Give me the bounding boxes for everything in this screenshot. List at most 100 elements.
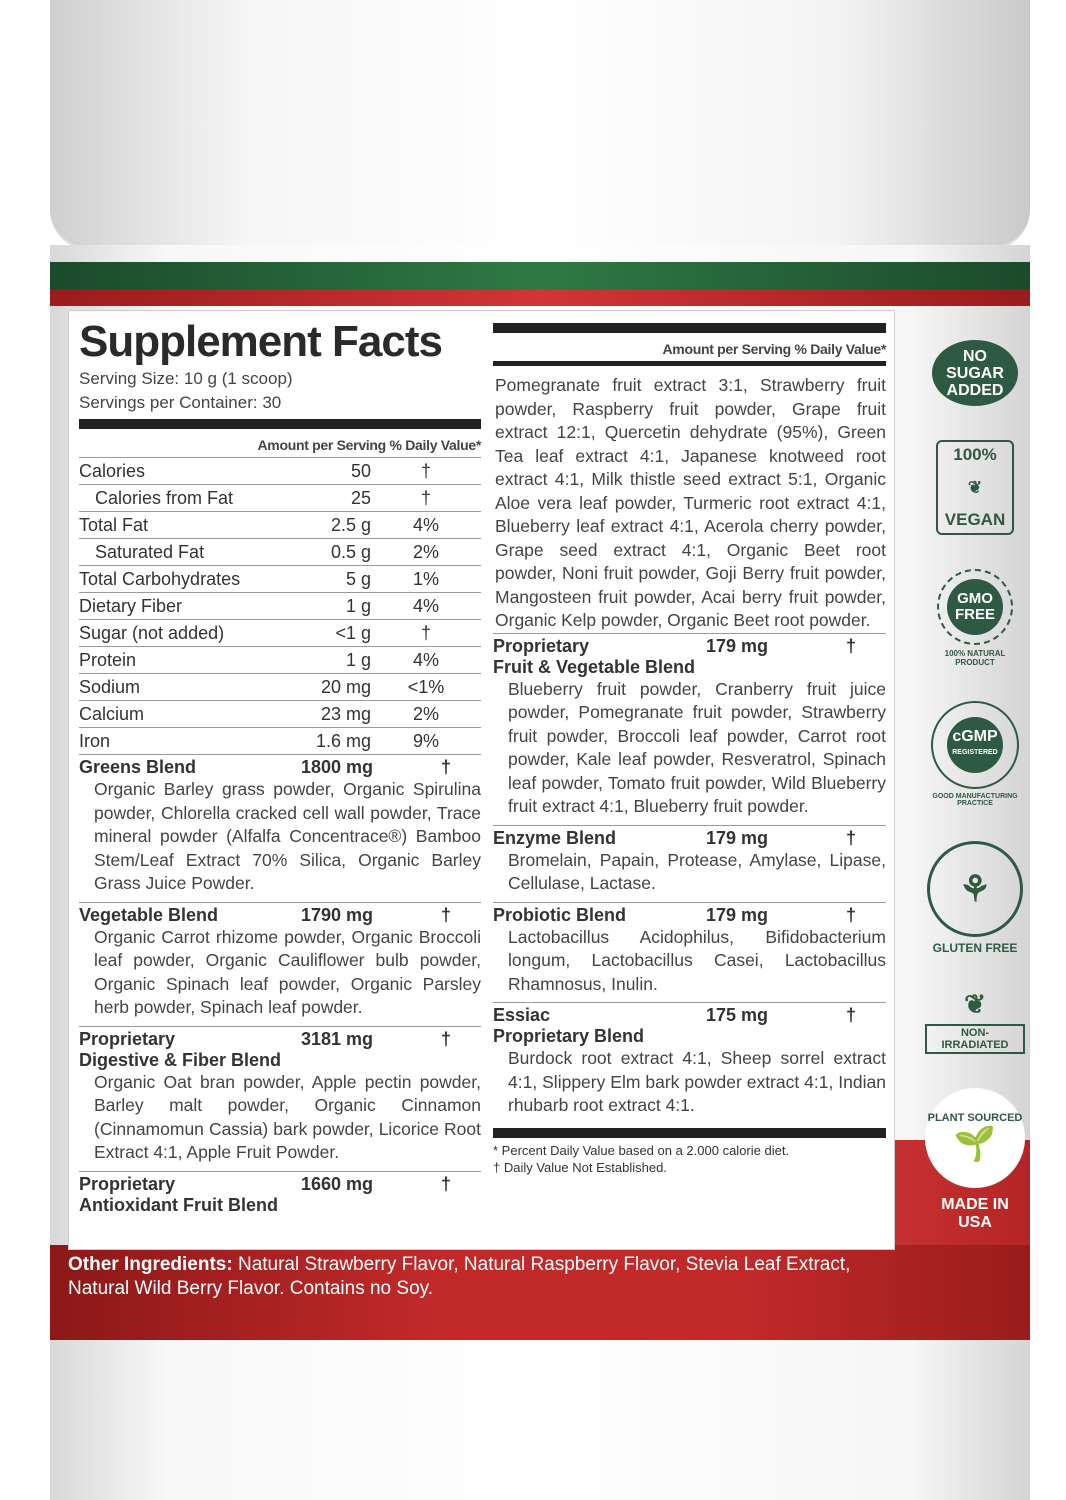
other-ingredients-label: Other Ingredients: bbox=[68, 1254, 233, 1275]
nutrient-row: Calories 50 † bbox=[79, 457, 481, 484]
blend-dv: † bbox=[845, 827, 856, 848]
servings-per-container: Servings per Container: 30 bbox=[79, 393, 282, 412]
cloche-leaf-icon: ❦ bbox=[964, 989, 986, 1019]
cgmp-label: cGMP bbox=[952, 728, 998, 745]
blend-name: Proprietary bbox=[79, 1028, 176, 1049]
nutrient-amount: 50 bbox=[350, 461, 371, 481]
nutrient-row: Iron 1.6 mg 9% bbox=[79, 727, 481, 754]
green-stripe bbox=[50, 262, 1030, 290]
vegan-label: VEGAN bbox=[944, 510, 1006, 529]
nutrient-rows: Calories 50 † Calories from Fat 25 † Total Fat… bbox=[79, 457, 481, 754]
nutrient-name: Calories bbox=[79, 461, 146, 481]
vegan-badge: 100% ❦ VEGAN bbox=[925, 440, 1025, 535]
blend-name: Essiac bbox=[493, 1005, 551, 1025]
facts-title: Supplement Facts bbox=[79, 317, 443, 366]
blend-name: Vegetable Blend bbox=[79, 904, 219, 925]
blend-name: Proprietary bbox=[79, 1173, 176, 1194]
divider-bar bbox=[493, 323, 886, 333]
blend-amount: 1660 mg bbox=[301, 1173, 374, 1194]
plant-sourced-badge: PLANT SOURCED 🌱 MADE IN USA bbox=[925, 1088, 1025, 1232]
gmo-label: GMO FREE bbox=[947, 579, 1003, 635]
nutrient-amount: 20 mg bbox=[320, 677, 371, 697]
nutrient-amount: 23 mg bbox=[320, 704, 371, 724]
plant-label: PLANT SOURCED bbox=[927, 1112, 1023, 1124]
nutrient-row: Dietary Fiber 1 g 4% bbox=[79, 592, 481, 619]
nutrient-dv: † bbox=[420, 488, 431, 508]
blend-subtitle: Antioxidant Fruit Blend bbox=[79, 1194, 278, 1215]
blend-subtitle: Proprietary Blend bbox=[493, 1026, 645, 1046]
cgmp-sub: REGISTERED bbox=[952, 749, 998, 756]
nutrient-name: Calcium bbox=[79, 704, 145, 724]
cgmp-badge: cGMP REGISTERED GOOD MANUFACTURING PRACTIC… bbox=[925, 701, 1025, 807]
blend-name: Probiotic Blend bbox=[493, 904, 627, 925]
vegan-percent: 100% bbox=[953, 445, 997, 464]
nutrient-name: Protein bbox=[79, 650, 137, 670]
blend-amount: 1790 mg bbox=[301, 904, 374, 925]
footnote-not-established: † Daily Value Not Established. bbox=[493, 1159, 667, 1175]
red-stripe bbox=[50, 290, 1030, 306]
nutrient-dv: 9% bbox=[412, 731, 439, 751]
jar-lid bbox=[50, 0, 1030, 250]
blend-section: Proprietary 3181 mg † Digestive & Fiber Ble… bbox=[79, 1025, 481, 1171]
blend-section: Probiotic Blend 179 mg † Lactobacillus Acid… bbox=[493, 901, 886, 1003]
blend-ingredients: Burdock root extract 4:1, Sheep sorrel e… bbox=[508, 1048, 886, 1115]
gluten-free-badge: ⚘ GLUTEN FREE bbox=[925, 841, 1025, 955]
cgmp-ring-text: GOOD MANUFACTURING PRACTICE bbox=[932, 793, 1018, 807]
blend-ingredients: Bromelain, Papain, Protease, Amylase, Li… bbox=[508, 849, 886, 894]
blend-section: Essiac 175 mg † Proprietary Blend Burdock ro… bbox=[493, 1002, 886, 1124]
nutrient-amount: 5 g bbox=[345, 569, 371, 589]
blend-section: Enzyme Blend 179 mg † Bromelain, Papain, Pr… bbox=[493, 824, 886, 902]
blend-dv: † bbox=[845, 1005, 856, 1025]
blend-dv: † bbox=[440, 904, 451, 925]
nutrient-dv: 4% bbox=[412, 515, 439, 535]
nutrient-name: Dietary Fiber bbox=[79, 596, 183, 616]
blend-ingredients: Organic Carrot rhizome powder, Organic B… bbox=[94, 926, 481, 1018]
leaf-icon: ❦ bbox=[967, 477, 983, 497]
nutrient-row: Protein 1 g 4% bbox=[79, 646, 481, 673]
divider-bar bbox=[79, 419, 481, 429]
nutrient-name: Calories from Fat bbox=[95, 488, 234, 508]
nutrient-dv: † bbox=[420, 623, 431, 643]
gmo-free-badge: GMO FREE 100% NATURAL PRODUCT bbox=[925, 569, 1025, 667]
nutrient-dv: 4% bbox=[412, 650, 439, 670]
blend-dv: † bbox=[845, 904, 856, 925]
nutrient-dv: † bbox=[420, 461, 431, 481]
blend-dv: † bbox=[440, 1028, 451, 1049]
antioxidant-ingredients: Pomegranate fruit extract 3:1, Strawberr… bbox=[495, 375, 886, 630]
blend-name: Proprietary bbox=[493, 635, 590, 656]
irradiated-label: NON-IRRADIATED bbox=[925, 1024, 1025, 1054]
blend-ingredients: Blueberry fruit powder, Cranberry fruit … bbox=[508, 678, 886, 817]
non-irradiated-badge: ❦ NON-IRRADIATED bbox=[925, 989, 1025, 1054]
made-in-usa: MADE IN USA bbox=[941, 1196, 1009, 1231]
blend-amount: 179 mg bbox=[706, 904, 769, 925]
nutrient-amount: 0.5 g bbox=[330, 542, 371, 562]
amount-header: Amount per Serving % Daily Value* bbox=[662, 341, 887, 357]
blend-subtitle: Digestive & Fiber Blend bbox=[79, 1049, 282, 1070]
nutrient-dv: 2% bbox=[412, 542, 439, 562]
nutrient-row: Sodium 20 mg <1% bbox=[79, 673, 481, 700]
blend-amount: 175 mg bbox=[706, 1005, 769, 1025]
blend-amount: 179 mg bbox=[706, 827, 769, 848]
blend-section: Proprietary 1660 mg † Antioxidant Fruit Ble… bbox=[79, 1170, 481, 1222]
nutrient-dv: <1% bbox=[407, 677, 445, 697]
other-ingredients: Other Ingredients: Natural Strawberry Fl… bbox=[68, 1253, 898, 1301]
left-blends: Greens Blend 1800 mg † Organic Barley grass… bbox=[79, 754, 481, 1222]
blend-dv: † bbox=[440, 1173, 451, 1194]
gmo-ring-text: 100% NATURAL PRODUCT bbox=[944, 649, 1006, 667]
blend-ingredients: Lactobacillus Acidophilus, Bifidobacteri… bbox=[508, 926, 886, 994]
blend-subtitle: Fruit & Vegetable Blend bbox=[493, 656, 696, 677]
nutrient-row: Calories from Fat 25 † bbox=[79, 484, 481, 511]
blend-amount: 1800 mg bbox=[301, 757, 374, 777]
nutrient-amount: 1 g bbox=[345, 596, 371, 616]
nutrient-dv: 2% bbox=[412, 704, 439, 724]
nutrient-name: Sugar (not added) bbox=[79, 623, 225, 643]
gluten-label: GLUTEN FREE bbox=[932, 941, 1018, 955]
wheat-crossed-icon: ⚘ bbox=[927, 841, 1023, 937]
badges-column: NO SUGAR ADDED 100% ❦ VEGAN GMO FREE 100% N… bbox=[925, 340, 1025, 1266]
nutrient-amount: 1 g bbox=[345, 650, 371, 670]
nutrient-row: Total Carbohydrates 5 g 1% bbox=[79, 565, 481, 592]
facts-right-column: Amount per Serving % Daily Value* Pomegr… bbox=[493, 311, 886, 1176]
supplement-facts-panel: Supplement Facts Serving Size: 10 g (1 s… bbox=[68, 310, 895, 1250]
nutrient-row: Saturated Fat 0.5 g 2% bbox=[79, 538, 481, 565]
nutrient-row: Calcium 23 mg 2% bbox=[79, 700, 481, 727]
